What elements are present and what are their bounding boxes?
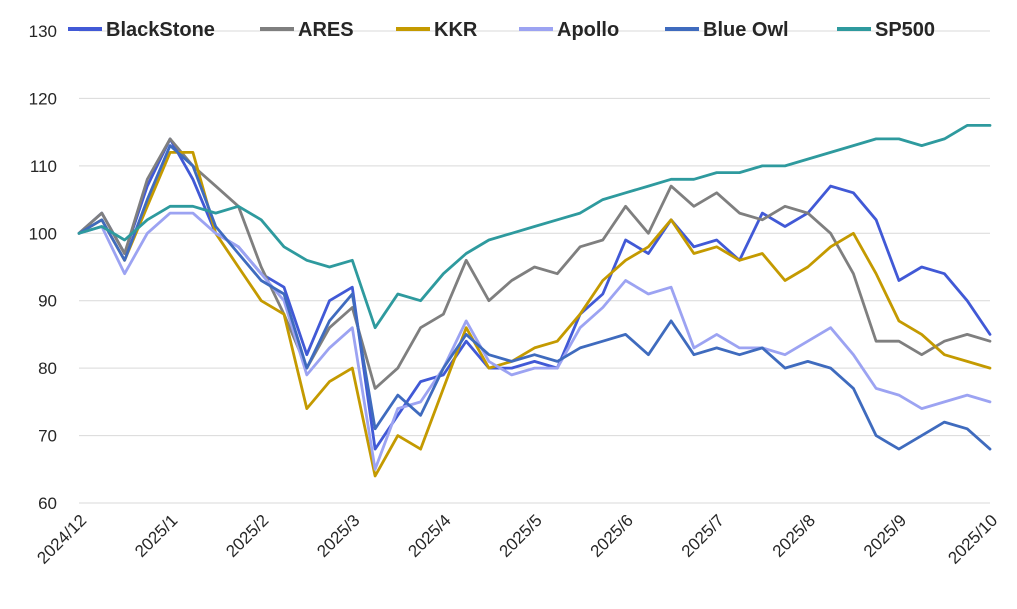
y-tick-label: 80 <box>38 359 57 378</box>
x-tick-label: 2025/10 <box>944 511 1001 568</box>
x-tick-label: 2024/12 <box>33 511 90 568</box>
x-tick-label: 2025/8 <box>769 511 819 561</box>
series-line-ares <box>77 137 992 390</box>
y-tick-label: 70 <box>38 427 57 446</box>
x-tick-label: 2025/2 <box>222 511 272 561</box>
x-tick-label: 2025/6 <box>587 511 637 561</box>
x-tick-label: 2025/4 <box>404 511 454 561</box>
x-tick-label: 2025/9 <box>860 511 910 561</box>
y-tick-label: 130 <box>29 22 57 41</box>
x-tick-label: 2025/5 <box>496 511 546 561</box>
legend-label: BlackStone <box>106 19 215 41</box>
legend-label: Blue Owl <box>703 19 789 41</box>
y-tick-label: 90 <box>38 292 57 311</box>
y-tick-label: 60 <box>38 494 57 513</box>
legend: BlackStone ARES KKR Apollo Blue Owl SP500 <box>68 19 935 41</box>
y-axis: 60 70 80 90 100 110 120 130 <box>29 22 57 513</box>
legend-label: KKR <box>434 19 478 41</box>
series-line-blue-owl <box>77 144 992 451</box>
series-line-kkr <box>77 150 992 478</box>
y-tick-label: 100 <box>29 224 57 243</box>
series-line-sp500 <box>77 124 992 330</box>
legend-label: SP500 <box>875 19 935 41</box>
x-axis: 2024/12 2025/1 2025/2 2025/3 2025/4 2025/5 202… <box>33 502 1001 568</box>
legend-label: ARES <box>298 19 354 41</box>
x-tick-label: 2025/1 <box>131 511 181 561</box>
y-tick-label: 110 <box>30 157 57 176</box>
y-tick-label: 120 <box>29 89 57 108</box>
gridlines <box>79 30 990 437</box>
x-tick-label: 2025/3 <box>313 511 363 561</box>
series-line-apollo <box>77 211 992 471</box>
x-tick-label: 2025/7 <box>678 511 728 561</box>
series-lines <box>77 124 992 478</box>
legend-label: Apollo <box>557 19 619 41</box>
